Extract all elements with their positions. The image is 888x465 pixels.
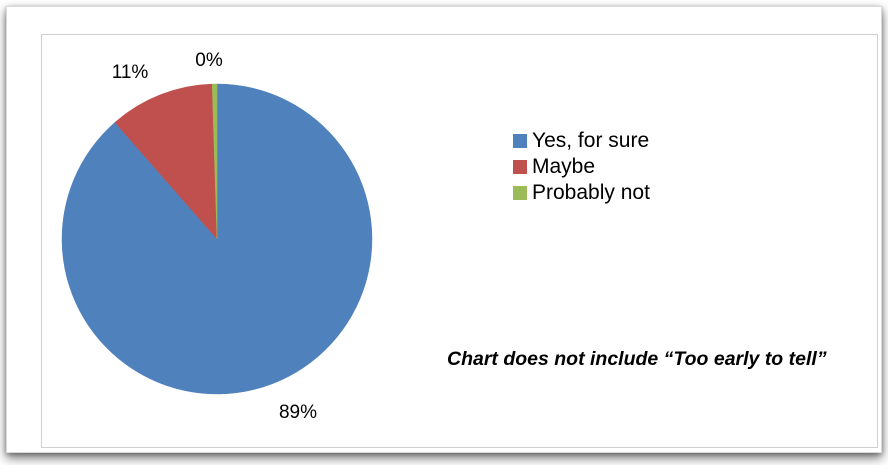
legend-swatch-maybe <box>513 160 527 174</box>
legend-label-yes: Yes, for sure <box>532 129 650 152</box>
pie-slice-yes <box>61 83 373 395</box>
pie-label-yes: 89% <box>279 402 317 423</box>
legend: Yes, for sure Maybe Probably not <box>513 128 650 206</box>
pie-slice-maybe <box>114 83 218 240</box>
legend-item-probably-not: Probably not <box>513 180 650 206</box>
legend-swatch-yes <box>513 134 527 148</box>
legend-item-yes: Yes, for sure <box>513 128 650 154</box>
legend-label-maybe: Maybe <box>532 155 596 178</box>
pie-label-probably-not: 0% <box>195 50 223 71</box>
pie-label-maybe: 11% <box>112 62 149 83</box>
chart-note: Chart does not include “Too early to tel… <box>447 348 827 370</box>
legend-swatch-probably-not <box>513 186 527 200</box>
legend-label-probably-not: Probably not <box>532 181 650 204</box>
pie-slice-probably-not <box>211 83 218 240</box>
legend-item-maybe: Maybe <box>513 154 650 180</box>
